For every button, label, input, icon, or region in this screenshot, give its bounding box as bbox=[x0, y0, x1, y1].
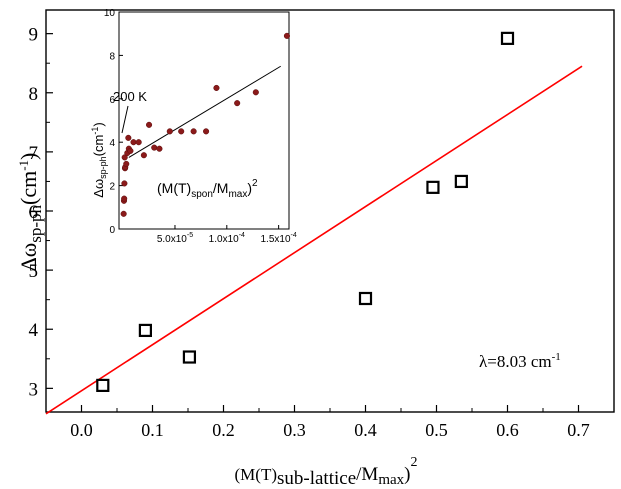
inset-y-tick-label: 2 bbox=[109, 182, 115, 193]
inset-data-point bbox=[190, 128, 197, 135]
inset-data-point bbox=[135, 139, 142, 146]
main-x-tick-label: 0.5 bbox=[425, 420, 448, 440]
inset-y-tick-label: 10 bbox=[104, 8, 116, 19]
main-fit-line bbox=[45, 65, 583, 415]
inset-data-point bbox=[127, 147, 134, 154]
inset-data-point bbox=[203, 128, 210, 135]
inset-data-point bbox=[234, 100, 241, 107]
main-data-point bbox=[426, 180, 440, 194]
main-y-tick-label: 9 bbox=[29, 25, 39, 46]
inset-fit-line bbox=[128, 65, 281, 158]
main-x-tick-label: 0.1 bbox=[141, 420, 164, 440]
inset-x-tick-label: 1.0x10-4 bbox=[209, 232, 245, 245]
main-data-point bbox=[138, 323, 152, 338]
inset-data-point bbox=[121, 195, 128, 202]
inset-plot-frame bbox=[118, 11, 290, 230]
inset-y-tick-label: 8 bbox=[109, 51, 115, 62]
inset-y-tick-label: 6 bbox=[109, 95, 115, 106]
main-y-tick-label: 7 bbox=[29, 143, 39, 164]
inset-x-tick-label: 5.0x10-5 bbox=[157, 232, 193, 245]
main-axis-ticks: 0.0 0.1 0.2 0.3 0.4 0.5 0.6 0.7 3 4 5 6 7 8 9 bbox=[29, 25, 590, 440]
inset-data-point bbox=[283, 32, 290, 39]
inset-data-point bbox=[252, 89, 259, 96]
inset-data-point bbox=[130, 139, 137, 146]
inset-data-point bbox=[213, 84, 220, 91]
inset-data-point bbox=[146, 121, 153, 128]
inset-axis-ticks: 5.0x10-5 1.0x10-4 1.5x10-4 0 2 4 6 8 10 bbox=[104, 8, 297, 245]
main-x-tick-label: 0.6 bbox=[496, 420, 519, 440]
inset-background bbox=[119, 12, 289, 229]
lambda-annotation: λ=8.03 cm-1 bbox=[479, 351, 561, 371]
main-y-tick-label: 8 bbox=[29, 84, 39, 105]
inset-data-point bbox=[140, 152, 147, 159]
main-y-tick-label: 6 bbox=[29, 202, 39, 223]
inset-fit-line-path bbox=[128, 65, 281, 158]
main-x-tick-label: 0.2 bbox=[212, 420, 235, 440]
main-x-axis-label: (M(T)sub-lattice/Mmax)2 bbox=[235, 455, 418, 489]
main-y-tick-label: 3 bbox=[29, 379, 39, 400]
inset-y-axis-label: Δωsp-ph(cm-1) bbox=[90, 122, 108, 197]
inset-data-point bbox=[120, 210, 127, 217]
main-x-tick-label: 0.0 bbox=[70, 420, 93, 440]
inset-x-tick-label: 1.5x10-4 bbox=[261, 232, 297, 245]
main-y-axis-label: Δωsp-ph(cm-1) bbox=[16, 153, 45, 272]
inset-data-series bbox=[120, 32, 290, 217]
main-data-point bbox=[358, 291, 373, 306]
inset-data-point bbox=[156, 145, 163, 152]
main-data-series bbox=[96, 31, 515, 392]
main-data-point bbox=[182, 350, 197, 364]
main-x-tick-label: 0.7 bbox=[567, 420, 590, 440]
main-data-point bbox=[96, 378, 110, 392]
main-x-tick-label: 0.4 bbox=[354, 420, 377, 440]
main-data-point bbox=[500, 31, 515, 45]
main-y-tick-label: 5 bbox=[29, 261, 39, 282]
inset-data-point bbox=[121, 180, 128, 187]
main-y-tick-label: 4 bbox=[29, 320, 39, 341]
inset-200k-pointer bbox=[121, 105, 129, 134]
main-data-point bbox=[454, 174, 468, 189]
inset-data-point bbox=[178, 128, 185, 135]
inset-data-point bbox=[166, 128, 173, 135]
inset-200k-label: 200 K bbox=[113, 89, 147, 104]
main-fit-line-path bbox=[45, 65, 583, 415]
inset-data-point bbox=[151, 144, 158, 151]
inset-y-tick-label: 4 bbox=[109, 138, 115, 149]
inset-data-point bbox=[125, 134, 132, 141]
inset-data-point bbox=[123, 160, 130, 167]
main-x-tick-label: 0.3 bbox=[283, 420, 306, 440]
inset-y-tick-label: 0 bbox=[109, 225, 115, 236]
